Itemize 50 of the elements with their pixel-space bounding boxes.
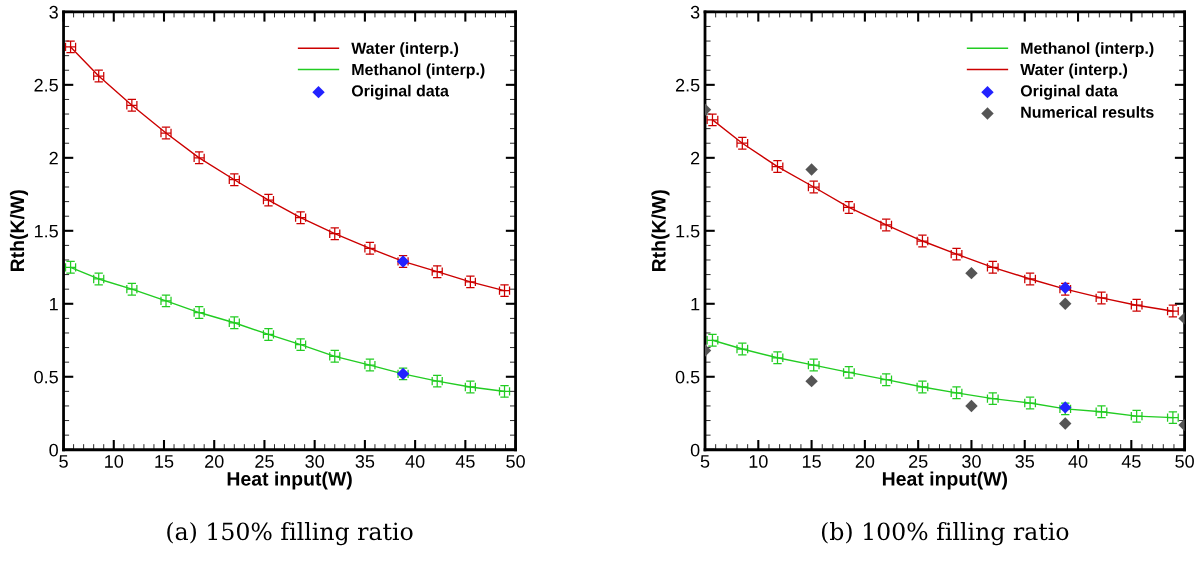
y-tick-label: 1.5 — [676, 224, 700, 238]
point — [965, 266, 978, 280]
x-tick-label: 35 — [1015, 455, 1035, 468]
legend-label: Water (interp.) — [1020, 63, 1128, 79]
legend-label: Original data — [351, 84, 449, 100]
y-tick-label: 1.5 — [34, 224, 58, 238]
y-tick-label: 2.5 — [34, 78, 58, 92]
y-tick-label: 0.5 — [675, 370, 700, 384]
x-tick-label: 20 — [855, 455, 875, 468]
legend-label: Original data — [1020, 84, 1118, 100]
y-tick-label: 0.5 — [34, 370, 58, 384]
x-tick-label: 45 — [455, 455, 475, 468]
x-tick-label: 5 — [700, 455, 710, 468]
legend-label: Water (interp.) — [351, 42, 459, 58]
x-tick-label: 40 — [405, 455, 425, 468]
x-tick-label: 50 — [506, 455, 525, 468]
y-tick-label: 2 — [49, 151, 58, 165]
y-tick-label: 0 — [49, 443, 58, 457]
x-tick-label: 50 — [1175, 455, 1194, 468]
x-tick-label: 30 — [305, 455, 325, 468]
x-axis-title: Heat input(W) — [882, 471, 1008, 490]
x-tick-label: 10 — [749, 455, 768, 468]
x-tick-label: 5 — [59, 455, 68, 468]
x-tick-label: 20 — [205, 455, 224, 468]
line-series — [69, 266, 506, 393]
text: (b) 100% filling ratio — [821, 521, 1069, 546]
legend-label: Methanol (interp.) — [1021, 42, 1154, 58]
y-tick-label: 3 — [690, 5, 700, 19]
point — [965, 399, 978, 413]
x-tick-label: 10 — [105, 455, 124, 468]
x-tick-label: 35 — [355, 455, 375, 468]
x-tick-label: 30 — [962, 455, 981, 468]
x-tick-label: 15 — [155, 455, 174, 468]
x-tick-label: 40 — [1068, 455, 1088, 468]
x-axis-title: Heat input(W) — [227, 471, 352, 490]
y-axis-title: Rth(K/W) — [651, 190, 670, 272]
x-tick-label: 25 — [255, 455, 274, 468]
y-axis-title: Rth(K/W) — [9, 190, 29, 272]
x-tick-label: 45 — [1121, 455, 1141, 468]
x-tick-label: 15 — [802, 455, 821, 468]
legend-label: Numerical results — [1021, 106, 1154, 118]
y-tick-label: 0 — [690, 443, 700, 457]
text: (a) 150% filling ratio — [167, 521, 413, 546]
x-tick-label: 25 — [909, 455, 928, 468]
y-tick-label: 3 — [49, 5, 58, 19]
y-tick-label: 2 — [691, 151, 700, 165]
legend-label: Methanol (interp.) — [352, 63, 485, 79]
y-tick-label: 2.5 — [675, 78, 700, 92]
y-tick-label: 1 — [691, 297, 700, 311]
y-tick-label: 1 — [50, 297, 58, 311]
